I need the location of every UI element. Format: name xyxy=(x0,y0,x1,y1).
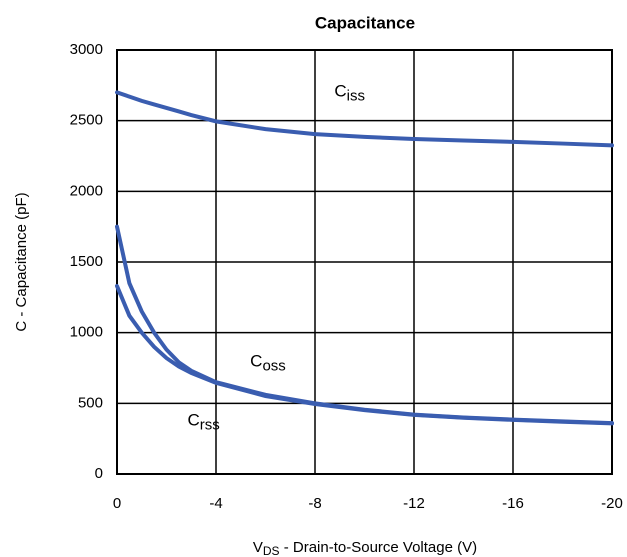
x-tick-label: 0 xyxy=(113,495,121,512)
series-label-main: C xyxy=(250,352,262,371)
series-label-sub: iss xyxy=(347,87,365,104)
x-tick-label: -12 xyxy=(403,495,425,512)
series-label-main: C xyxy=(187,411,199,430)
series-label: Ciss xyxy=(334,82,365,104)
x-tick-label: -4 xyxy=(209,495,222,512)
y-tick-label: 3000 xyxy=(70,41,103,58)
plot-frame xyxy=(116,49,613,475)
x-tick-label: -20 xyxy=(601,495,623,512)
line xyxy=(115,90,614,148)
x-label-sub: DS xyxy=(263,544,280,557)
y-axis-label: C - Capacitance (pF) xyxy=(13,192,30,331)
series-label: Coss xyxy=(250,352,286,374)
y-tick-label: 1500 xyxy=(70,253,103,270)
y-tick-label: 500 xyxy=(78,394,103,411)
x-label-rest: - Drain-to-Source Voltage (V) xyxy=(280,539,478,556)
x-tick-label: -16 xyxy=(502,495,524,512)
x-label-main: V xyxy=(253,539,263,556)
y-tick-label: 0 xyxy=(95,465,103,482)
series-label: Crss xyxy=(187,411,219,433)
series-label-main: C xyxy=(334,82,346,101)
series-label-sub: rss xyxy=(200,417,220,434)
x-axis-label: VDS - Drain-to-Source Voltage (V) xyxy=(253,539,477,557)
y-tick-label: 1000 xyxy=(70,324,103,341)
line xyxy=(115,224,614,426)
series-label-sub: oss xyxy=(262,357,285,374)
chart-title: Capacitance xyxy=(315,13,415,32)
y-tick-label: 2500 xyxy=(70,112,103,129)
y-tick-label: 2000 xyxy=(70,182,103,199)
line xyxy=(115,284,614,426)
x-tick-label: -8 xyxy=(308,495,321,512)
